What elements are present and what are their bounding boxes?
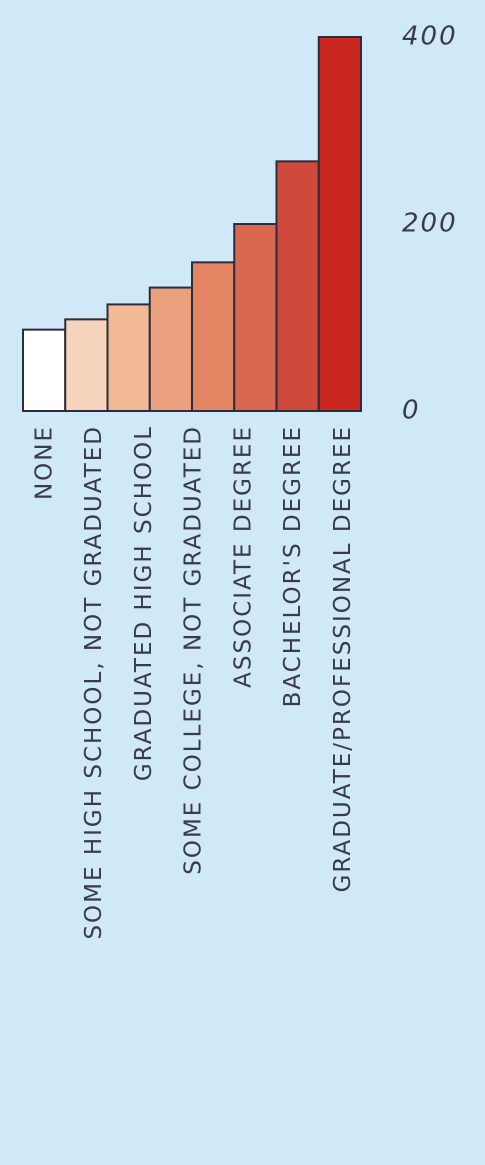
y-tick-label: 400 <box>402 22 458 52</box>
x-tick-label: BACHELOR'S DEGREE <box>280 425 306 707</box>
bar <box>191 261 236 412</box>
x-tick-label: GRADUATE/PROFESSIONAL DEGREE <box>330 425 356 892</box>
y-tick-label: 0 <box>402 396 421 426</box>
x-tick-label: GRADUATED HIGH SCHOOL <box>131 425 157 781</box>
bar <box>275 160 320 412</box>
bar <box>22 328 67 412</box>
x-tick-label: NONE <box>32 425 58 500</box>
bar <box>317 36 362 412</box>
y-tick-label: 200 <box>402 209 458 239</box>
bar <box>148 286 193 412</box>
bar <box>64 318 109 412</box>
x-tick-label: SOME HIGH SCHOOL, NOT GRADUATED <box>81 425 107 940</box>
bar <box>233 223 278 412</box>
x-tick-label: SOME COLLEGE, NOT GRADUATED <box>181 425 207 875</box>
x-tick-label: ASSOCIATE DEGREE <box>230 425 256 688</box>
bar <box>106 303 151 412</box>
